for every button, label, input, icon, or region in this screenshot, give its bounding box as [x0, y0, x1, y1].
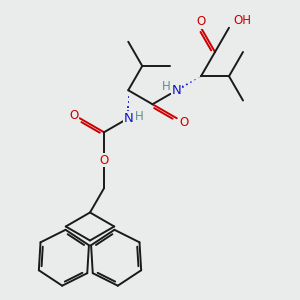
- Text: N: N: [172, 84, 182, 97]
- Text: OH: OH: [233, 14, 251, 27]
- Text: H: H: [161, 80, 170, 93]
- Text: H: H: [135, 110, 144, 123]
- Text: O: O: [196, 15, 206, 28]
- Text: N: N: [123, 112, 133, 125]
- Text: O: O: [99, 154, 109, 167]
- Text: O: O: [69, 109, 78, 122]
- Text: O: O: [179, 116, 188, 129]
